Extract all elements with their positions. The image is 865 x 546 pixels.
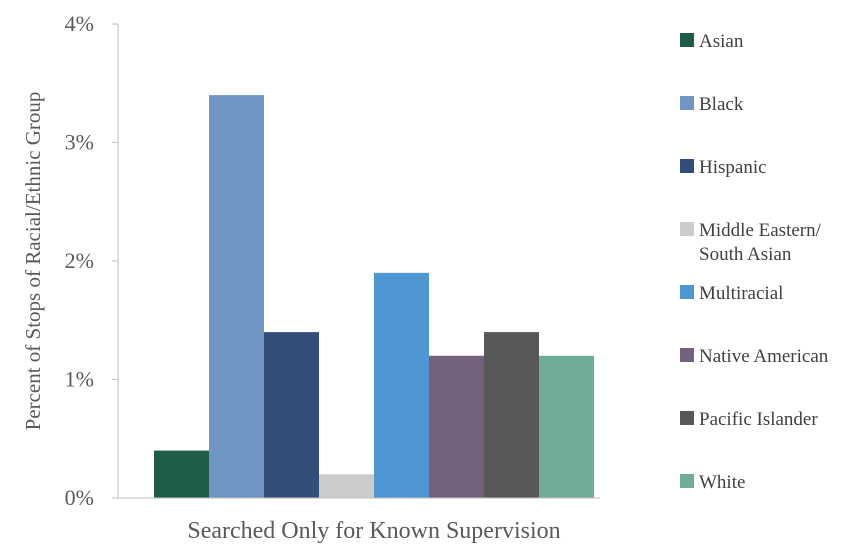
legend-swatch xyxy=(680,411,694,425)
y-tick-label: 3% xyxy=(65,130,94,155)
y-axis-title: Percent of Stops of Racial/Ethnic Group xyxy=(21,92,45,431)
legend-item: White xyxy=(680,472,745,493)
legend-swatch xyxy=(680,474,694,488)
legend-swatch xyxy=(680,348,694,362)
legend-item: Black xyxy=(680,94,744,115)
legend-label: White xyxy=(699,472,745,493)
legend-swatch xyxy=(680,33,694,47)
legend-item: Native American xyxy=(680,346,829,367)
legend-item: Multiracial xyxy=(680,283,783,304)
y-tick-label: 2% xyxy=(65,248,94,273)
bars xyxy=(154,95,594,498)
bar-1 xyxy=(209,95,264,498)
legend-item: Pacific Islander xyxy=(680,409,818,430)
x-axis: Searched Only for Known Supervision xyxy=(118,497,600,544)
y-tick-label: 0% xyxy=(65,485,94,510)
legend-label: Pacific Islander xyxy=(699,409,818,430)
bar-2 xyxy=(264,332,319,498)
legend-label: Native American xyxy=(699,346,829,367)
bar-7 xyxy=(539,355,594,498)
bar-3 xyxy=(319,474,374,498)
legend-item: Hispanic xyxy=(680,157,767,178)
legend-swatch xyxy=(680,222,694,236)
legend-swatch xyxy=(680,96,694,110)
x-category-label: Searched Only for Known Supervision xyxy=(187,518,560,544)
legend-label: Hispanic xyxy=(699,157,767,178)
legend-label: Asian xyxy=(699,31,744,52)
legend-item: Asian xyxy=(680,31,744,52)
bar-5 xyxy=(429,355,484,498)
y-tick-label: 1% xyxy=(65,367,94,392)
y-tick-label: 4% xyxy=(65,11,94,36)
bar-4 xyxy=(374,272,429,498)
legend-item: Middle Eastern/South Asian xyxy=(680,220,822,265)
bar-0 xyxy=(154,450,209,498)
legend-label: Middle Eastern/South Asian xyxy=(699,220,822,265)
legend-swatch xyxy=(680,285,694,299)
legend-swatch xyxy=(680,159,694,173)
legend: Asian Black Hispanic Middle Eastern/South A… xyxy=(680,31,829,493)
legend-label: Multiracial xyxy=(699,283,783,304)
bar-6 xyxy=(484,332,539,498)
legend-label: Black xyxy=(699,94,744,115)
y-axis: 0% 1% 2% 3% 4% Percent of Stops of Racial/Eth… xyxy=(21,11,119,510)
